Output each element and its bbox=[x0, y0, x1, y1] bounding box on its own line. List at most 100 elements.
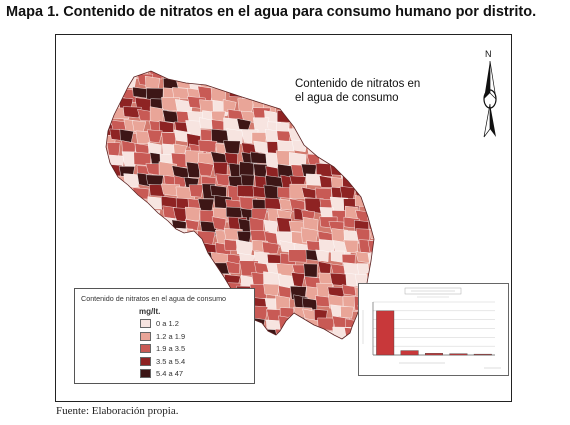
legend-swatch bbox=[140, 356, 151, 366]
district-polygon bbox=[253, 140, 269, 154]
district-polygon bbox=[263, 271, 282, 286]
district-polygon bbox=[237, 78, 257, 93]
district-polygon bbox=[237, 185, 255, 198]
district-polygon bbox=[198, 71, 218, 83]
bar bbox=[400, 350, 419, 356]
district-polygon bbox=[369, 209, 374, 222]
district-polygon bbox=[186, 161, 200, 178]
district-polygon bbox=[357, 142, 372, 156]
legend-swatch bbox=[140, 344, 151, 353]
district-polygon bbox=[107, 85, 123, 102]
district-polygon bbox=[109, 238, 125, 252]
district-polygon bbox=[158, 253, 178, 268]
district-polygon bbox=[213, 75, 228, 88]
district-polygon bbox=[303, 330, 321, 339]
district-polygon bbox=[174, 272, 194, 284]
district-polygon bbox=[150, 249, 167, 265]
district-polygon bbox=[380, 198, 395, 212]
district-polygon bbox=[145, 174, 164, 187]
district-polygon bbox=[292, 109, 311, 124]
district-polygon bbox=[366, 129, 374, 141]
district-polygon bbox=[196, 264, 215, 277]
map-annotation-line-2: el agua de consumo bbox=[295, 92, 399, 104]
district-polygon bbox=[316, 132, 332, 149]
district-polygon bbox=[290, 337, 306, 339]
district-polygon bbox=[109, 272, 124, 287]
district-polygon bbox=[305, 173, 322, 186]
district-polygon bbox=[172, 241, 188, 257]
district-polygon bbox=[344, 131, 362, 146]
district-polygon bbox=[303, 263, 318, 278]
district-polygon bbox=[366, 197, 374, 211]
district-polygon bbox=[148, 229, 164, 246]
district-polygon bbox=[136, 218, 154, 231]
compass-icon bbox=[483, 60, 497, 138]
district-polygon bbox=[106, 110, 113, 123]
district-polygon bbox=[383, 263, 398, 278]
district-polygon bbox=[367, 240, 374, 254]
legend-range-label: 1.2 a 1.9 bbox=[156, 331, 186, 341]
district-polygon bbox=[124, 206, 144, 221]
district-polygon bbox=[301, 128, 321, 143]
district-polygon bbox=[288, 128, 306, 142]
district-polygon bbox=[106, 183, 111, 196]
district-polygon bbox=[379, 173, 395, 187]
district-polygon bbox=[227, 75, 242, 92]
district-polygon bbox=[132, 242, 150, 260]
district-polygon bbox=[186, 71, 206, 79]
district-polygon bbox=[326, 119, 346, 136]
district-polygon bbox=[235, 239, 254, 256]
district-polygon bbox=[340, 140, 359, 152]
district-polygon bbox=[288, 249, 308, 263]
page-title: Mapa 1. Contenido de nitratos en el agua… bbox=[6, 4, 537, 20]
district-polygon bbox=[304, 120, 321, 134]
district-polygon bbox=[342, 341, 356, 355]
district-polygon bbox=[252, 87, 267, 103]
district-polygon bbox=[368, 120, 374, 134]
district-polygon bbox=[160, 241, 175, 256]
district-polygon bbox=[173, 207, 189, 222]
district-polygon bbox=[119, 261, 137, 278]
district-polygon bbox=[106, 197, 114, 213]
district-polygon bbox=[353, 106, 368, 119]
legend-range-label: 3.5 a 5.4 bbox=[156, 356, 186, 366]
district-polygon bbox=[110, 74, 127, 88]
inset-chart-canvas bbox=[362, 287, 501, 369]
district-polygon bbox=[172, 87, 190, 100]
district-polygon bbox=[263, 283, 280, 297]
district-polygon bbox=[300, 107, 316, 123]
district-polygon bbox=[110, 227, 129, 244]
district-polygon bbox=[108, 71, 127, 79]
district-polygon bbox=[315, 122, 332, 137]
district-polygon bbox=[380, 229, 398, 243]
district-polygon bbox=[132, 86, 148, 99]
district-polygon bbox=[385, 210, 403, 226]
district-polygon bbox=[342, 111, 359, 126]
district-polygon bbox=[316, 142, 331, 158]
district-polygon bbox=[266, 71, 282, 81]
district-polygon bbox=[315, 249, 329, 262]
district-polygon bbox=[330, 163, 350, 176]
district-polygon bbox=[382, 121, 396, 136]
district-polygon bbox=[163, 71, 178, 80]
district-polygon bbox=[209, 71, 226, 77]
district-polygon bbox=[237, 98, 255, 113]
district-polygon bbox=[172, 252, 191, 266]
district-polygon bbox=[369, 154, 374, 171]
district-polygon bbox=[358, 239, 374, 254]
district-polygon bbox=[110, 206, 130, 223]
district-polygon bbox=[133, 198, 150, 212]
district-polygon bbox=[119, 241, 133, 254]
district-polygon bbox=[106, 250, 115, 264]
district-polygon bbox=[145, 273, 162, 287]
district-polygon bbox=[222, 71, 240, 78]
district-polygon bbox=[184, 206, 201, 222]
district-polygon bbox=[276, 217, 292, 233]
district-polygon bbox=[188, 184, 204, 198]
district-polygon bbox=[300, 227, 319, 243]
north-arrow: N bbox=[477, 49, 503, 139]
district-polygon bbox=[355, 174, 374, 188]
district-polygon bbox=[315, 162, 335, 177]
district-polygon bbox=[106, 163, 113, 177]
district-polygon bbox=[225, 260, 241, 274]
